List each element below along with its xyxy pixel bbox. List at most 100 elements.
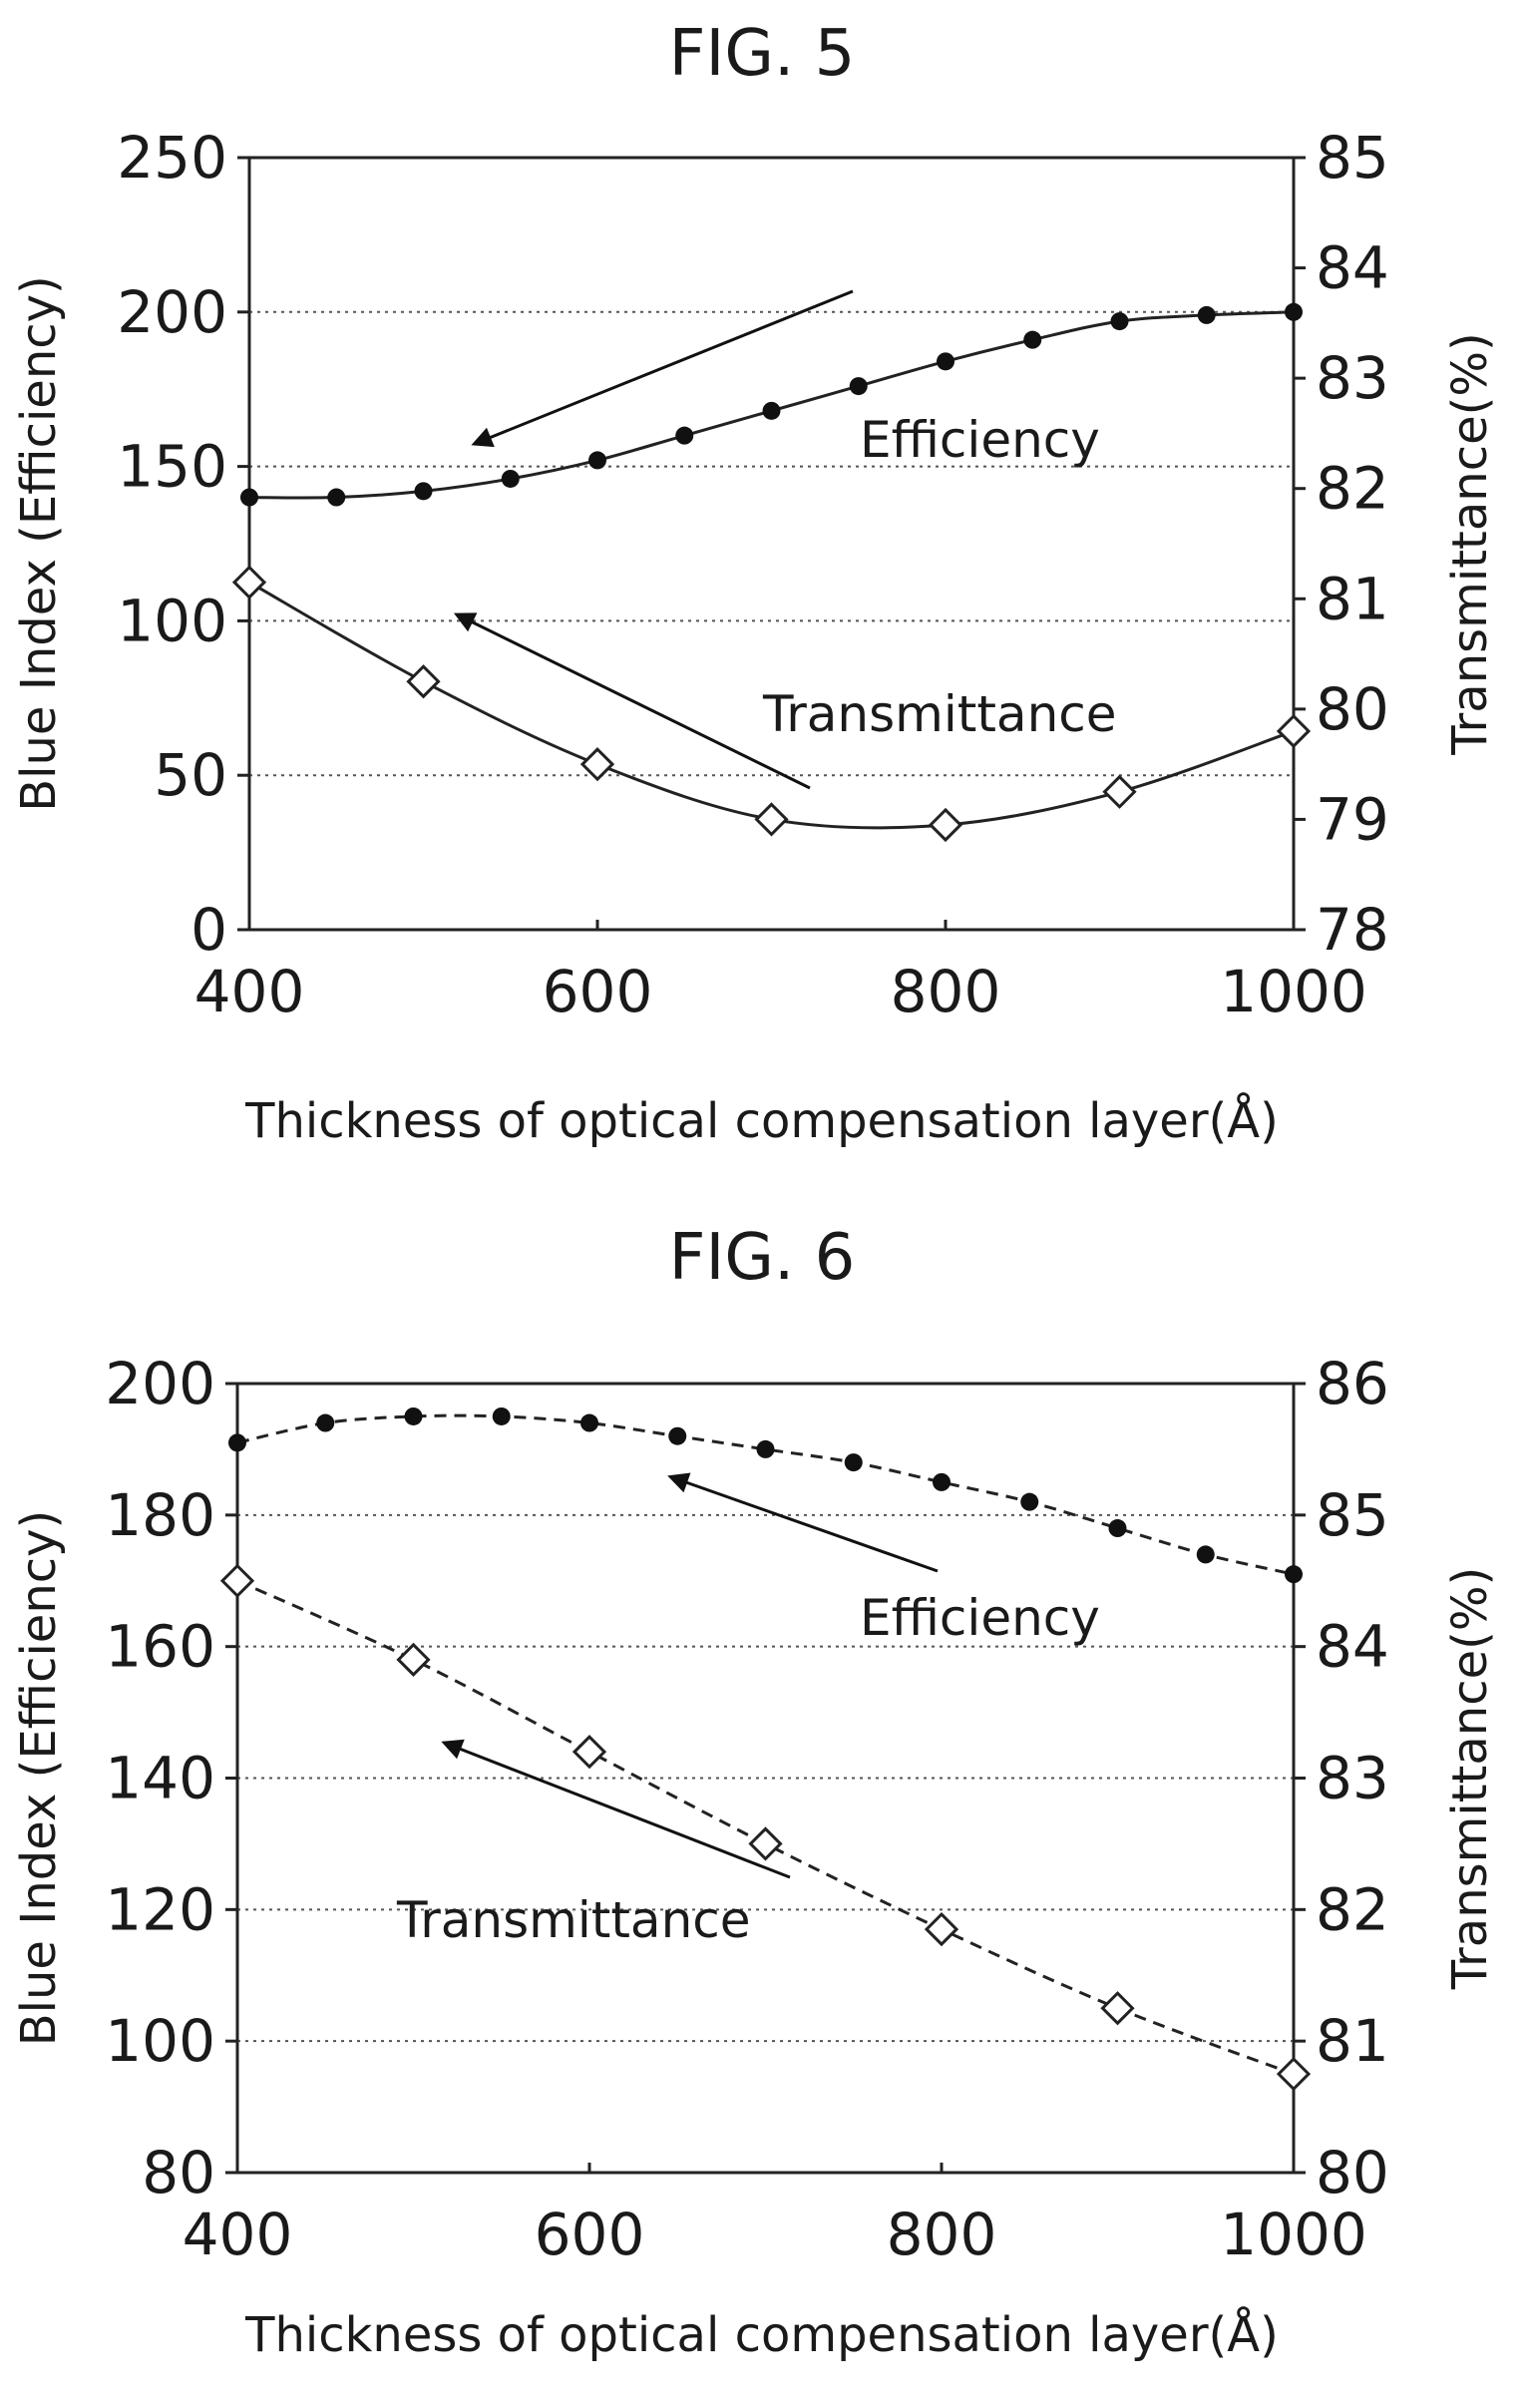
data-point-efficiency	[228, 1433, 246, 1452]
data-point-efficiency	[1108, 1519, 1127, 1538]
data-point-transmittance	[1276, 2057, 1312, 2092]
data-point-transmittance	[924, 1911, 959, 1947]
data-point-transmittance	[1276, 713, 1312, 749]
chart-title: FIG. 5	[669, 17, 856, 91]
x-tick-label: 600	[543, 958, 653, 1025]
y2-axis-label: Transmittance(%)	[1442, 332, 1498, 755]
y2-tick-label: 78	[1316, 896, 1389, 964]
y2-tick-label: 83	[1316, 344, 1389, 412]
y-tick-label: 140	[105, 1745, 215, 1812]
data-point-efficiency	[762, 401, 781, 420]
y-tick-label: 160	[105, 1613, 215, 1681]
data-point-efficiency	[1285, 1565, 1303, 1584]
y-tick-label: 0	[191, 896, 227, 964]
y2-tick-label: 85	[1316, 124, 1389, 192]
data-point-transmittance	[219, 1563, 255, 1598]
x-tick-label: 800	[891, 958, 1001, 1025]
y2-tick-label: 84	[1316, 234, 1389, 302]
y-tick-label: 200	[105, 1350, 215, 1417]
y2-axis-label: Transmittance(%)	[1442, 1567, 1498, 1990]
y2-tick-label: 86	[1316, 1350, 1389, 1417]
annotation-arrow	[441, 1739, 791, 1879]
y2-tick-label: 81	[1316, 565, 1389, 632]
y-tick-label: 250	[117, 124, 227, 192]
data-point-efficiency	[937, 352, 954, 371]
data-point-efficiency	[240, 488, 258, 507]
y2-tick-label: 85	[1316, 1481, 1389, 1549]
y-axis-label: Blue Index (Efficiency)	[11, 275, 67, 812]
y2-tick-label: 81	[1316, 2007, 1389, 2075]
data-point-efficiency	[501, 469, 520, 488]
y2-tick-label: 80	[1316, 2139, 1389, 2207]
data-point-transmittance	[231, 565, 267, 600]
y-tick-label: 80	[142, 2139, 215, 2207]
y-tick-label: 200	[117, 278, 227, 346]
y-axis-label: Blue Index (Efficiency)	[11, 1510, 67, 2047]
data-point-transmittance	[1100, 1991, 1135, 2026]
annotation-label: Efficiency	[860, 411, 1100, 469]
annotation-arrow	[667, 1472, 939, 1573]
annotation-label: Efficiency	[860, 1589, 1100, 1647]
data-point-efficiency	[1196, 1545, 1215, 1564]
data-point-transmittance	[396, 1642, 431, 1677]
data-point-transmittance	[572, 1735, 607, 1770]
data-point-efficiency	[675, 426, 694, 445]
x-tick-label: 600	[535, 2201, 645, 2268]
data-point-efficiency	[580, 1413, 598, 1432]
data-point-efficiency	[1110, 312, 1129, 331]
data-point-efficiency	[316, 1413, 335, 1432]
y-tick-label: 120	[105, 1875, 215, 1943]
y2-tick-label: 83	[1316, 1745, 1389, 1812]
data-point-efficiency	[1197, 305, 1216, 324]
data-point-efficiency	[1020, 1492, 1039, 1511]
data-point-transmittance	[928, 807, 963, 843]
series-line-efficiency	[236, 1413, 1295, 1576]
data-point-transmittance	[406, 664, 441, 699]
series-transmittance	[219, 1563, 1312, 2092]
data-point-efficiency	[1023, 330, 1042, 349]
x-axis-label: Thickness of optical compensation layer(…	[244, 2306, 1279, 2363]
y2-tick-label: 79	[1316, 785, 1389, 853]
figure-5-chart: FIG. 5 0 50 100 150 200 250 78 79 80 81 82 83 84 85 400…	[11, 17, 1498, 1149]
y2-tick-label: 80	[1316, 675, 1389, 743]
annotation-arrow	[471, 289, 854, 448]
data-point-transmittance	[748, 1826, 783, 1861]
y2-tick-label: 82	[1316, 455, 1389, 523]
data-point-efficiency	[327, 488, 346, 507]
data-point-efficiency	[492, 1406, 511, 1425]
data-point-transmittance	[579, 747, 615, 782]
chart-title: FIG. 6	[669, 1221, 856, 1295]
data-point-efficiency	[588, 451, 606, 470]
series-transmittance	[231, 565, 1312, 843]
series-efficiency	[240, 302, 1303, 507]
data-point-efficiency	[404, 1406, 423, 1425]
series-efficiency	[228, 1406, 1303, 1584]
data-point-efficiency	[844, 1453, 863, 1472]
y-tick-label: 50	[154, 741, 227, 809]
y-tick-label: 100	[117, 587, 227, 654]
x-axis-label: Thickness of optical compensation layer(…	[244, 1092, 1279, 1149]
x-tick-label: 400	[194, 958, 305, 1025]
annotation-label: Transmittance	[396, 1891, 751, 1949]
data-point-transmittance	[754, 802, 789, 837]
data-point-efficiency	[414, 482, 433, 501]
x-tick-label: 400	[183, 2201, 293, 2268]
y-tick-label: 100	[105, 2007, 215, 2075]
x-tick-label: 800	[887, 2201, 997, 2268]
data-point-efficiency	[1285, 302, 1303, 321]
data-point-transmittance	[1102, 774, 1137, 809]
data-point-efficiency	[933, 1472, 951, 1491]
data-point-efficiency	[668, 1426, 687, 1445]
x-tick-label: 1000	[1220, 2201, 1367, 2268]
annotation-label: Transmittance	[762, 685, 1117, 743]
x-tick-label: 1000	[1220, 958, 1367, 1025]
data-point-efficiency	[756, 1439, 775, 1458]
y-tick-label: 150	[117, 433, 227, 501]
annotation-arrow	[453, 612, 811, 790]
figure-6-chart: FIG. 6 80 100 120 140 160 180 200 80 81 82 83 84 85 86…	[11, 1221, 1498, 2363]
y2-tick-label: 82	[1316, 1875, 1389, 1943]
data-point-efficiency	[849, 377, 868, 396]
y2-tick-label: 84	[1316, 1613, 1389, 1681]
plot-frame	[247, 156, 1296, 932]
y-tick-label: 180	[105, 1481, 215, 1549]
